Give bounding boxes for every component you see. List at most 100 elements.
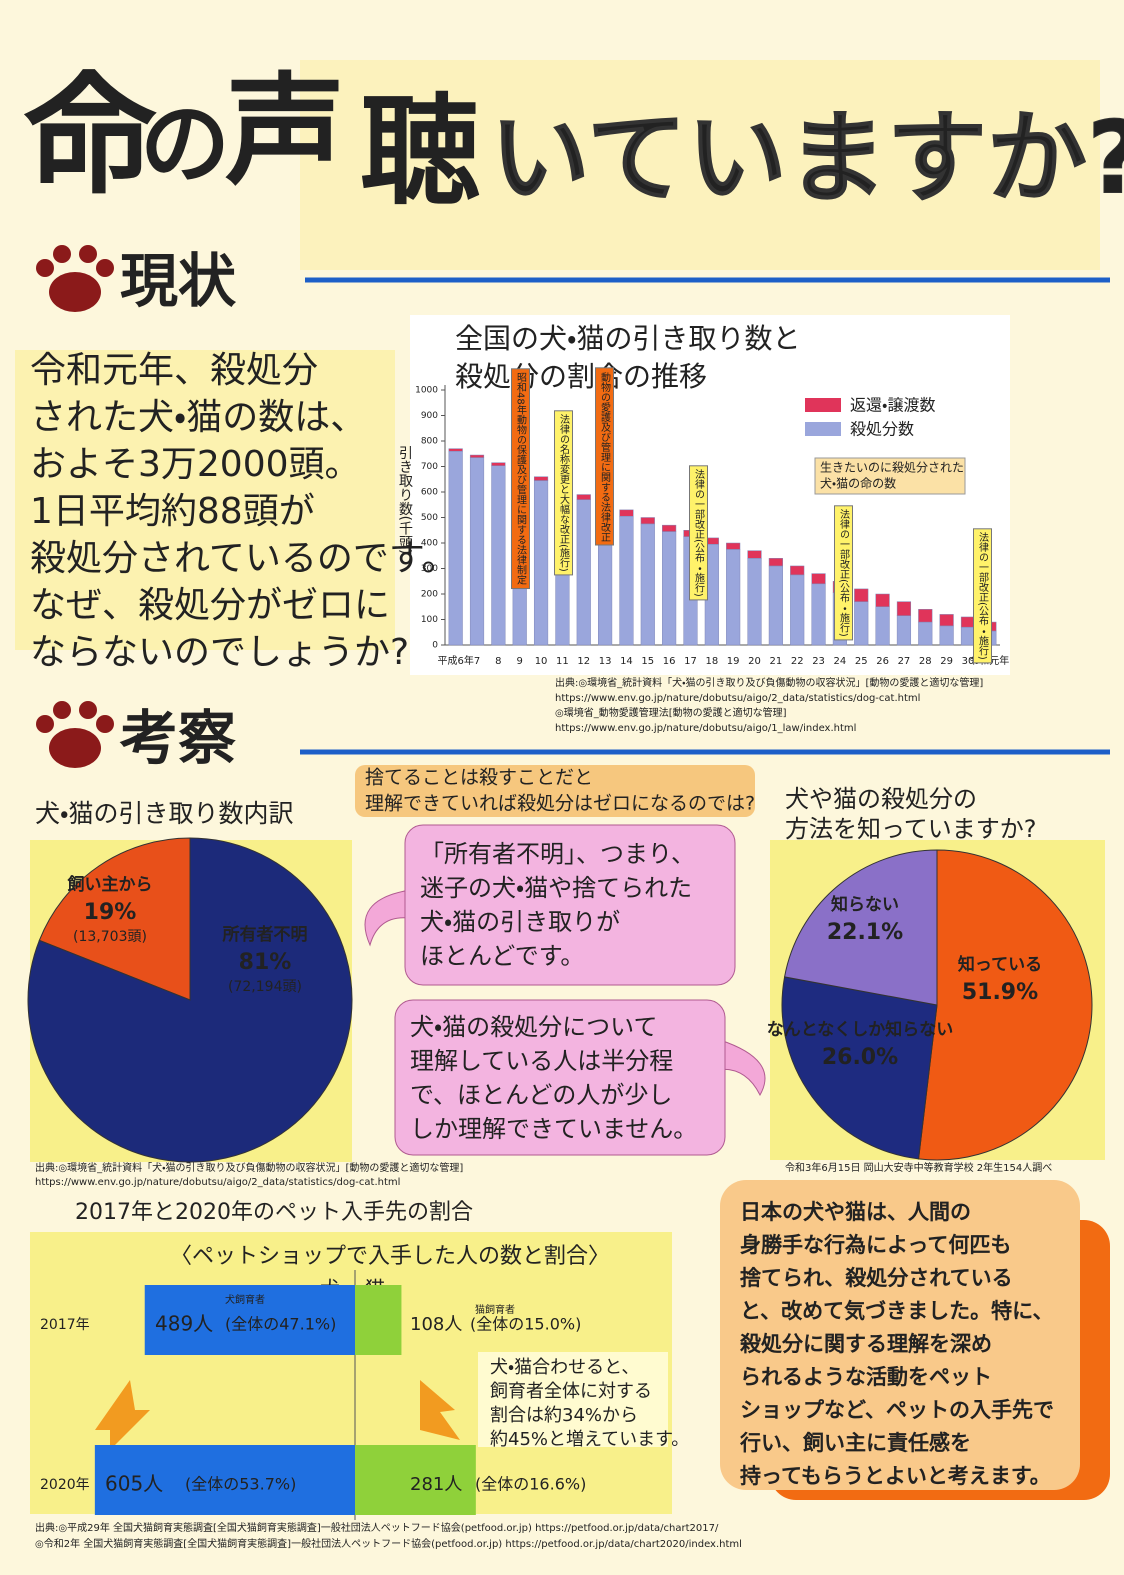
bubble — [394, 999, 726, 1156]
bar — [94, 1445, 355, 1515]
x-tick-label: 28 — [919, 656, 932, 667]
x-tick-label: 18 — [705, 656, 718, 667]
x-tick-label: 20 — [748, 656, 761, 667]
bar-segment — [896, 601, 912, 616]
bar — [355, 1445, 476, 1515]
bar-segment — [918, 609, 933, 623]
chart-title: 犬・猫の引き取り数内訳 — [35, 799, 294, 828]
note-box — [814, 457, 966, 495]
x-tick-label: 27 — [898, 656, 911, 667]
x-tick-label: 14 — [620, 656, 633, 667]
title-part: の — [140, 92, 230, 197]
conclusion-text: 行い、飼い主に責任感を — [739, 1431, 971, 1455]
bar-segment — [619, 509, 634, 517]
series-sublabel: 犬飼育者 — [225, 1293, 265, 1306]
bar-segment — [918, 621, 933, 646]
slice-label: 知らない — [830, 894, 899, 915]
chart-title: 全国の犬・猫の引き取り数と — [455, 322, 801, 355]
source: https://www.env.go.jp/nature/dobutsu/aig… — [35, 1177, 400, 1188]
body-text: 令和元年、殺処分 — [30, 350, 318, 391]
annotation: 法律の名称変更と大幅な改正(施行) — [558, 414, 570, 572]
slice-label: 知っている — [957, 954, 1042, 975]
bar-segment — [811, 573, 826, 585]
data-label: 605人 — [105, 1472, 163, 1496]
source: https://www.env.go.jp/nature/dobutsu/aig… — [555, 693, 920, 704]
bubble-text: ほとんどです。 — [420, 942, 584, 970]
bar-segment — [811, 583, 826, 646]
conclusion-text: 捨てられ、殺処分されている — [740, 1266, 1013, 1290]
y-tick-label: 400 — [421, 539, 438, 549]
bar-segment — [469, 457, 485, 646]
question-text: 理解できていれば殺処分はゼロになるのでは? — [365, 793, 755, 815]
y-tick-label: 0 — [432, 641, 438, 651]
bar-segment — [469, 454, 485, 458]
note: 令和3年6月15日 岡山大安寺中等教育学校 2年生154人調べ — [785, 1161, 1052, 1174]
bubble-text: しか理解できていません。 — [410, 1115, 697, 1143]
y-tick-label: 500 — [421, 513, 438, 523]
bar-segment — [726, 542, 741, 550]
body-text: なぜ、殺処分がゼロに — [30, 585, 390, 626]
bar-segment — [448, 450, 463, 646]
paw-icon — [36, 245, 114, 312]
bar — [144, 1285, 355, 1355]
paw-icon — [36, 701, 114, 768]
x-tick-label: 12 — [577, 656, 590, 667]
x-tick-label: 17 — [684, 656, 697, 667]
x-tick-label: 10 — [535, 656, 548, 667]
y-tick-label: 100 — [421, 615, 438, 625]
annotation: 法律の一部改正(公布・施行) — [977, 532, 989, 660]
source: 出典:◎環境省_統計資料「犬・猫の引き取り及び負傷動物の収容状況」[動物の愛護と… — [35, 1161, 463, 1174]
body-text: およそ3万2000頭。 — [30, 444, 361, 485]
bar-segment — [854, 601, 869, 646]
bar-segment — [875, 593, 890, 607]
x-tick-label: 24 — [834, 656, 847, 667]
y-tick-label: 2020年 — [40, 1477, 90, 1493]
bubble-text: 「所有者不明」、つまり、 — [420, 840, 695, 868]
body-text: された犬・猫の数は、 — [30, 397, 366, 438]
x-tick-label: 23 — [812, 656, 825, 667]
x-tick-label: 19 — [727, 656, 740, 667]
body-text: 殺処分されているのです。 — [30, 538, 457, 579]
data-label: 51.9% — [962, 980, 1038, 1005]
data-label: 26.0% — [822, 1045, 898, 1070]
y-tick-label: 600 — [421, 488, 438, 498]
x-tick-label: 29 — [940, 656, 953, 667]
bar-segment — [747, 558, 762, 646]
data-label: 81% — [239, 950, 292, 975]
y-tick-label: 700 — [421, 462, 438, 472]
conclusion-text: と、改めて気づきました。特に、 — [740, 1299, 1054, 1323]
y-tick-label: 200 — [421, 590, 438, 600]
share-label: (全体の16.6%) — [475, 1475, 586, 1494]
count-label: (13,703頭) — [73, 929, 147, 945]
slice-label: 飼い主から — [67, 874, 153, 895]
conclusion-text: 殺処分に関する理解を深め — [739, 1332, 992, 1356]
annotation-box — [689, 465, 708, 601]
series-sublabel: 猫飼育者 — [475, 1303, 515, 1316]
annotation-box — [834, 505, 853, 641]
annotation-box — [511, 368, 530, 590]
source: ◎環境省_動物愛護管理法[動物の愛護と適切な管理] — [555, 706, 787, 719]
note-text: 飼育者全体に対する — [490, 1381, 652, 1402]
x-tick-label: 26 — [876, 656, 889, 667]
bar-segment — [619, 515, 634, 646]
annotation: 法律の一部改正(公布・施行) — [838, 509, 850, 637]
x-tick-label: 15 — [641, 656, 654, 667]
title-part: 声 — [225, 63, 345, 202]
source: 出典:◎環境省_統計資料「犬・猫の引き取り及び負傷動物の収容状況」[動物の愛護と… — [555, 676, 983, 689]
bar-segment — [533, 480, 549, 646]
conclusion-text: 日本の犬や猫は、人間の — [740, 1200, 971, 1224]
note-text: 割合は約34%から — [490, 1405, 638, 1426]
annotation-box — [554, 410, 573, 576]
bar-segment — [491, 462, 506, 466]
title-part: 命 — [23, 60, 157, 212]
conclusion-text: 持ってもらうとよいと考えます。 — [740, 1464, 1051, 1488]
arrow — [420, 1380, 460, 1440]
pie-slice — [27, 837, 353, 1163]
bar-segment — [854, 588, 869, 602]
text-wash — [15, 350, 395, 650]
x-tick-label: 30 — [962, 656, 975, 667]
annotation-box — [973, 528, 992, 664]
bubble-text: 理解している人は半分程 — [410, 1047, 673, 1075]
legend-swatch — [805, 422, 841, 436]
